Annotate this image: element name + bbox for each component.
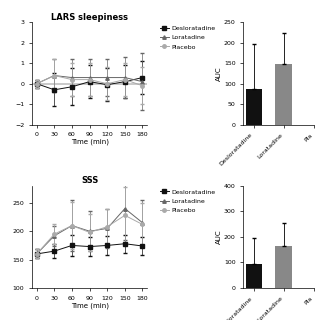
Bar — [276, 246, 292, 288]
Title: LARS sleepiness: LARS sleepiness — [51, 12, 128, 22]
Bar — [245, 264, 262, 288]
Bar — [276, 65, 292, 124]
Legend: Desloratadine, Loratadine, Placebo: Desloratadine, Loratadine, Placebo — [160, 189, 216, 213]
Bar — [245, 89, 262, 124]
X-axis label: Time (min): Time (min) — [71, 302, 108, 308]
Legend: Desloratadine, Loratadine, Placebo: Desloratadine, Loratadine, Placebo — [160, 26, 216, 50]
Y-axis label: AUC: AUC — [216, 230, 222, 244]
Title: SSS: SSS — [81, 176, 98, 185]
X-axis label: Time (min): Time (min) — [71, 139, 108, 145]
Y-axis label: AUC: AUC — [216, 66, 222, 81]
